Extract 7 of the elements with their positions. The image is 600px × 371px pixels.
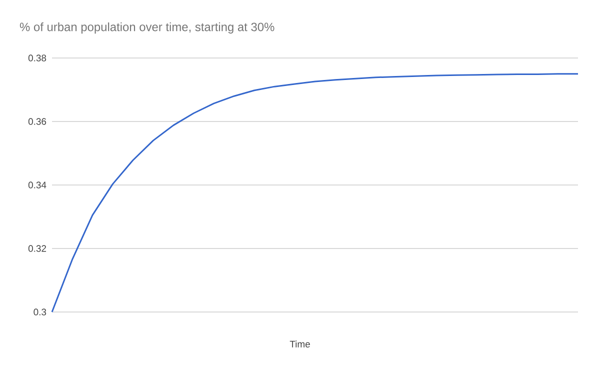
- y-tick-label: 0.38: [28, 54, 46, 62]
- y-tick-label: 0.32: [28, 245, 46, 252]
- y-tick-label: 0.3: [34, 308, 46, 316]
- x-axis-title: Time: [290, 340, 310, 348]
- y-tick-label: 0.36: [28, 118, 46, 125]
- y-tick-label: 0.34: [28, 182, 46, 188]
- chart-title: % of urban population over time, starting at 30%: [20, 22, 274, 34]
